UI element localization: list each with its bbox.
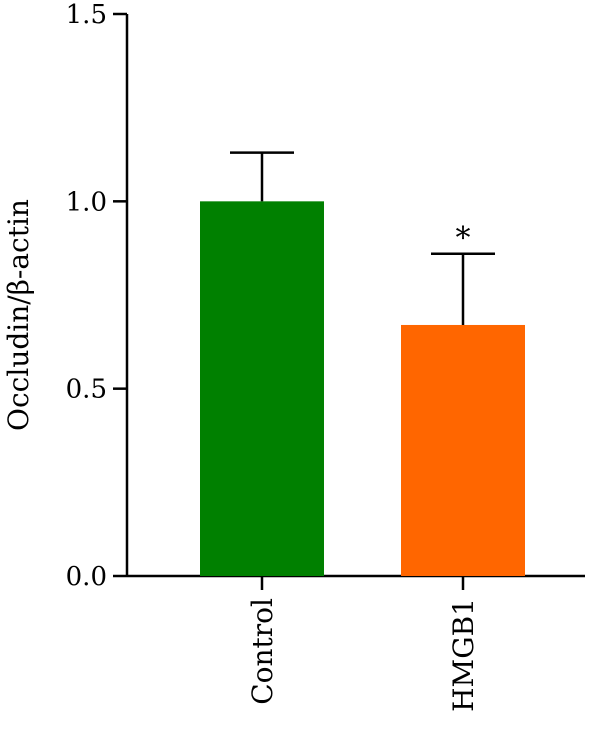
bars [200,151,525,577]
bar-control [200,201,324,577]
significance-marker: * [456,221,471,256]
category-label-hmgb1: HMGB1 [447,598,480,712]
y-axis-title: Occludin/β-actin [2,199,35,431]
bar-hmgb1 [401,324,525,576]
y-tick-label: 1.5 [66,0,107,30]
y-tick-label: 0.0 [66,562,107,592]
y-tick-label: 0.5 [66,375,107,405]
category-label-control: Control [246,598,279,705]
labels: 0.0 0.5 1.0 1.5 Occludin/β-actin Control HMGB1… [2,0,480,712]
y-tick-label: 1.0 [66,187,107,217]
